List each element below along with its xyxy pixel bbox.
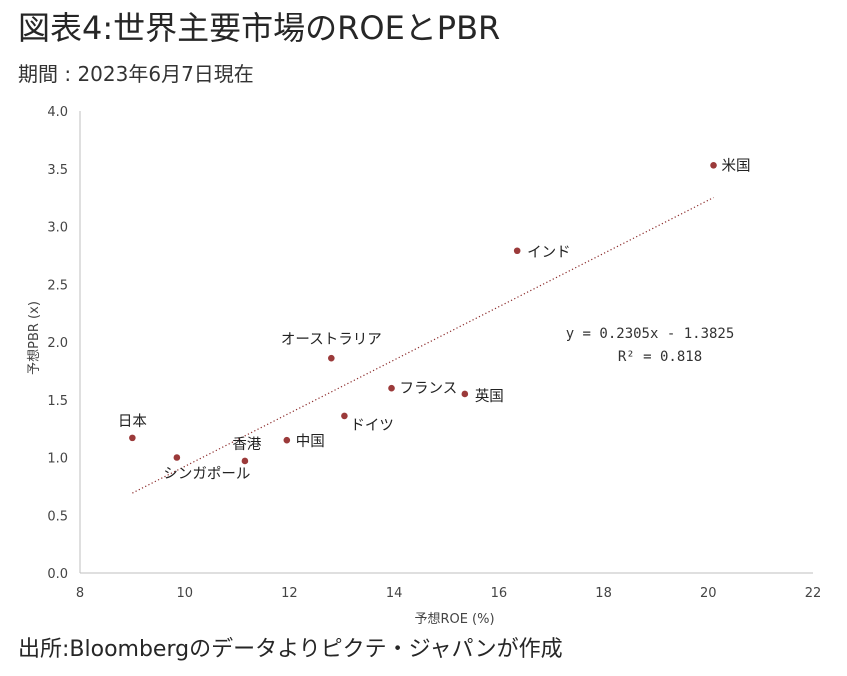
data-point bbox=[341, 412, 348, 420]
data-label: フランス bbox=[400, 381, 458, 397]
data-label: オーストラリア bbox=[281, 332, 382, 348]
y-tick-label: 3.0 bbox=[47, 221, 68, 236]
trendline bbox=[132, 197, 714, 494]
x-tick-label: 10 bbox=[176, 586, 193, 601]
data-label: 香港 bbox=[232, 436, 261, 453]
data-label: 中国 bbox=[296, 433, 325, 450]
x-tick-label: 8 bbox=[76, 586, 84, 601]
y-tick-label: 4.0 bbox=[47, 105, 68, 120]
y-tick-label: 3.5 bbox=[47, 163, 68, 178]
y-tick-label: 2.5 bbox=[47, 278, 68, 293]
x-tick-label: 14 bbox=[386, 586, 403, 601]
x-tick-label: 12 bbox=[281, 586, 298, 601]
y-tick-label: 1.5 bbox=[47, 394, 68, 409]
x-tick-label: 18 bbox=[595, 586, 612, 601]
data-label: シンガポール bbox=[163, 466, 250, 483]
data-point bbox=[388, 384, 395, 392]
data-label: ドイツ bbox=[350, 418, 394, 434]
data-label: 英国 bbox=[475, 387, 504, 405]
data-point bbox=[241, 457, 249, 465]
y-tick-label: 0.0 bbox=[47, 567, 68, 582]
data-label: 日本 bbox=[118, 413, 147, 430]
trendline-equation: y = 0.2305x - 1.3825 bbox=[566, 326, 735, 342]
chart-subtitle: 期間 : 2023年6月7日現在 bbox=[18, 62, 254, 86]
trendline-group: y = 0.2305x - 1.3825 R² = 0.818 bbox=[132, 197, 735, 494]
y-axis-title: 予想PBR (x) bbox=[26, 301, 42, 375]
data-point bbox=[461, 390, 469, 398]
source-note: 出所:Bloombergのデータよりピクテ・ジャパンが作成 bbox=[18, 637, 563, 662]
data-point bbox=[328, 354, 335, 362]
data-label: インド bbox=[527, 245, 571, 261]
data-label: 米国 bbox=[722, 157, 751, 174]
chart-title: 図表4:世界主要市場のROEとPBR bbox=[18, 9, 501, 47]
y-tick-label: 1.0 bbox=[47, 452, 68, 467]
data-point bbox=[283, 436, 291, 444]
data-point bbox=[710, 161, 717, 169]
trendline-r-squared: R² = 0.818 bbox=[618, 349, 702, 365]
points-group bbox=[129, 161, 717, 465]
data-point bbox=[129, 434, 136, 442]
axes: 0.0 0.5 1.0 1.5 2.0 2.5 3.0 3.5 4.0 8 10 12 14 16 18 20… bbox=[26, 105, 821, 627]
x-tick-label: 22 bbox=[805, 586, 822, 601]
x-axis-title: 予想ROE (%) bbox=[414, 611, 494, 627]
x-tick-label: 16 bbox=[491, 586, 508, 601]
data-point bbox=[513, 247, 521, 255]
x-tick-label: 20 bbox=[700, 586, 717, 601]
data-point bbox=[173, 454, 181, 461]
y-tick-label: 2.0 bbox=[47, 336, 68, 351]
y-tick-label: 0.5 bbox=[47, 509, 68, 524]
